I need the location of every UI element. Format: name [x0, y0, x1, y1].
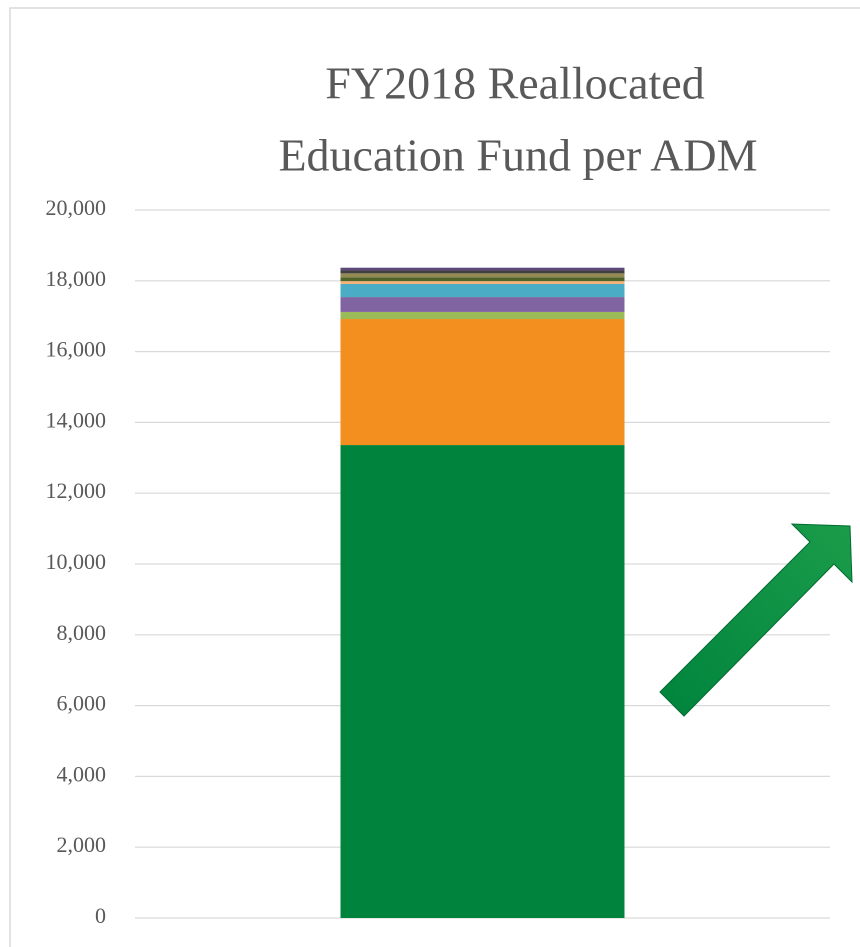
bar-segment: [340, 277, 625, 282]
plot: 0 2,000 4,000 6,000 8,000 10,000 12,000 14,000 1…: [46, 195, 830, 928]
bar-segment: [340, 297, 625, 312]
bar-segment: [340, 445, 625, 918]
chart-frame: [9, 7, 860, 947]
bar-segment: [340, 311, 625, 320]
y-tick-label: 6,000: [57, 691, 107, 716]
y-tick-label: 2,000: [57, 832, 107, 857]
y-tick-label: 18,000: [46, 266, 107, 291]
bar-segment: [340, 281, 625, 284]
bar-segment: [340, 283, 625, 298]
y-tick-label: 16,000: [46, 337, 107, 362]
y-tick-label: 4,000: [57, 761, 107, 786]
y-tick-label: 0: [95, 903, 106, 928]
bar-segment: [340, 319, 625, 446]
y-tick-label: 8,000: [57, 620, 107, 645]
arrow: [659, 523, 853, 717]
bar-segment: [340, 273, 625, 278]
y-tick-label: 20,000: [46, 195, 107, 220]
bar-segment: [340, 267, 625, 271]
chart-title: FY2018 Reallocated: [325, 58, 704, 109]
y-tick-label: 14,000: [46, 407, 107, 432]
y-tick-label: 10,000: [46, 549, 107, 574]
bar-segment: [340, 270, 625, 274]
chart-title: Education Fund per ADM: [278, 130, 757, 181]
y-tick-label: 12,000: [46, 478, 107, 503]
